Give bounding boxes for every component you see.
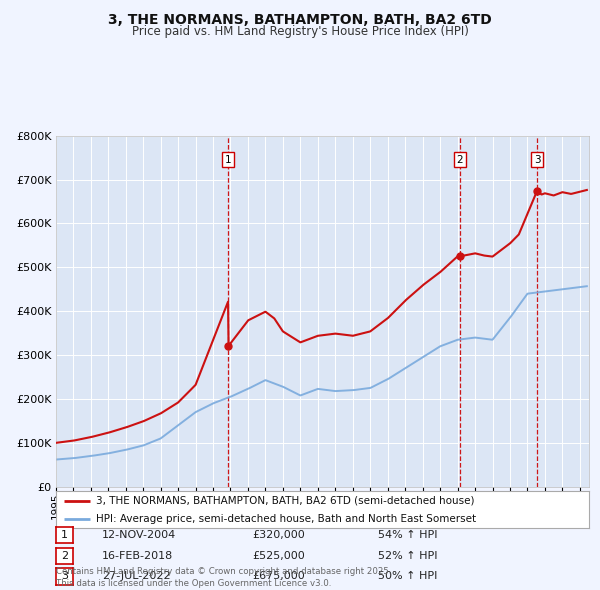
Text: 2: 2 — [61, 551, 68, 560]
Text: 52% ↑ HPI: 52% ↑ HPI — [378, 551, 437, 560]
Text: 3, THE NORMANS, BATHAMPTON, BATH, BA2 6TD (semi-detached house): 3, THE NORMANS, BATHAMPTON, BATH, BA2 6T… — [96, 496, 474, 506]
Text: 3: 3 — [534, 155, 541, 165]
Text: HPI: Average price, semi-detached house, Bath and North East Somerset: HPI: Average price, semi-detached house,… — [96, 514, 476, 524]
Text: 50% ↑ HPI: 50% ↑ HPI — [378, 572, 437, 581]
Text: 54% ↑ HPI: 54% ↑ HPI — [378, 530, 437, 540]
Text: 3: 3 — [61, 572, 68, 581]
Text: 1: 1 — [61, 530, 68, 540]
Text: Contains HM Land Registry data © Crown copyright and database right 2025.
This d: Contains HM Land Registry data © Crown c… — [56, 568, 391, 588]
Text: 1: 1 — [225, 155, 232, 165]
Text: 27-JUL-2022: 27-JUL-2022 — [102, 572, 170, 581]
Text: £320,000: £320,000 — [252, 530, 305, 540]
Text: 12-NOV-2004: 12-NOV-2004 — [102, 530, 176, 540]
Text: 16-FEB-2018: 16-FEB-2018 — [102, 551, 173, 560]
Text: £525,000: £525,000 — [252, 551, 305, 560]
Text: 3, THE NORMANS, BATHAMPTON, BATH, BA2 6TD: 3, THE NORMANS, BATHAMPTON, BATH, BA2 6T… — [108, 13, 492, 27]
Text: £675,000: £675,000 — [252, 572, 305, 581]
Text: 2: 2 — [457, 155, 463, 165]
Text: Price paid vs. HM Land Registry's House Price Index (HPI): Price paid vs. HM Land Registry's House … — [131, 25, 469, 38]
